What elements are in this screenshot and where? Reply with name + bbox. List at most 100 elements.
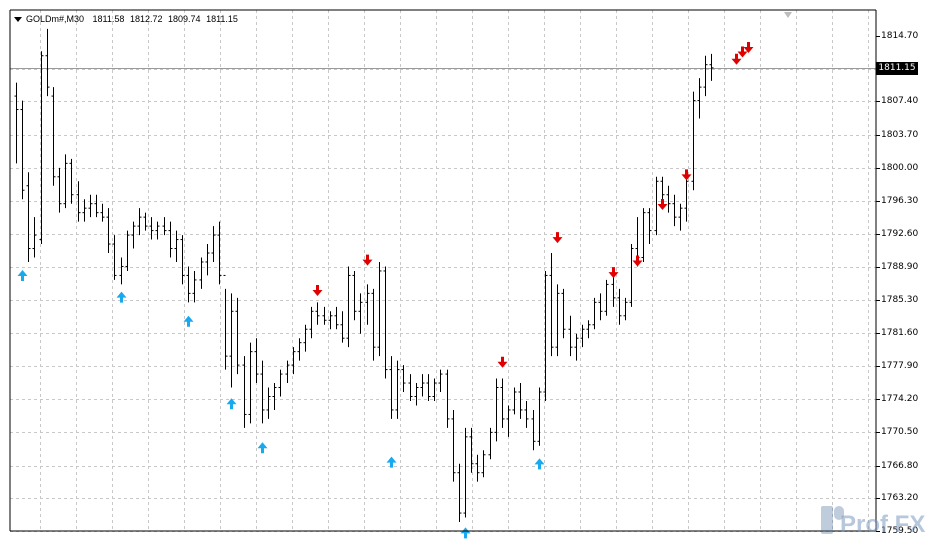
ohlc-bar <box>678 203 683 231</box>
grid <box>10 10 880 532</box>
ohlc-bar <box>654 176 659 236</box>
ohlc-bar <box>709 53 714 81</box>
ohlc-bar <box>641 208 646 262</box>
ohlc-bar <box>445 369 450 428</box>
ohlc-bar <box>26 172 31 262</box>
ohlc-bar <box>155 221 160 240</box>
ohlc-bar <box>346 266 351 348</box>
ohlc-bar <box>186 266 191 303</box>
ohlc-bar <box>592 297 597 330</box>
signal-arrows <box>17 42 754 539</box>
ohlc-bar <box>100 203 105 222</box>
ohlc-bar <box>604 279 609 316</box>
ohlc-bars <box>14 28 714 523</box>
watermark-logo: Prof FX <box>821 506 925 538</box>
ohlc-bar <box>488 427 493 460</box>
ohlc-bar <box>205 244 210 276</box>
price-tick-label: 1803.70 <box>881 129 919 140</box>
ohlc-bar <box>401 365 406 393</box>
buy-arrow-icon <box>460 527 471 539</box>
ohlc-bar <box>408 374 413 401</box>
ohlc-bar <box>555 284 560 357</box>
ohlc-bar <box>69 158 74 204</box>
ohlc-bar <box>340 311 345 343</box>
ohlc-bar <box>174 230 179 262</box>
ohlc-bar <box>568 315 573 357</box>
ohlc-bar <box>561 288 566 339</box>
ohlc-bar <box>420 374 425 397</box>
ohlc-bar <box>586 320 591 339</box>
ohlc-bar <box>684 172 689 222</box>
ohlc-bar <box>414 383 419 406</box>
ohlc-bar <box>57 167 62 213</box>
watermark-text: Prof FX <box>840 511 925 538</box>
price-tick-label: 1800.00 <box>881 162 919 173</box>
ohlc-bar <box>328 311 333 330</box>
ohlc-bar <box>76 181 81 222</box>
ohlc-bar <box>272 383 277 410</box>
ohlc-bar <box>703 55 708 97</box>
ohlc-bar <box>352 270 357 321</box>
ohlc-readout: 1811.58 1812.72 1809.74 1811.15 <box>93 14 241 24</box>
chart-header: GOLDm#,M30 1811.58 1812.72 1809.74 1811.… <box>14 14 241 24</box>
ohlc-bar <box>451 409 456 482</box>
ohlc-bar <box>463 427 468 518</box>
ohlc-bar <box>426 374 431 401</box>
ohlc-bar <box>432 378 437 401</box>
ohlc-bar <box>125 230 130 271</box>
ohlc-bar <box>14 82 19 164</box>
ohlc-bar <box>88 194 93 218</box>
ohlc-bar <box>506 405 511 437</box>
sell-arrow-icon <box>362 254 373 266</box>
ohlc-bar <box>217 221 222 285</box>
ohlc-bar <box>531 409 536 451</box>
price-tick-label: 1763.20 <box>881 492 919 503</box>
ohlc-bar <box>315 302 320 325</box>
ohlc-bar <box>691 91 696 191</box>
sell-arrow-icon <box>681 169 692 181</box>
ohlc-bar <box>303 324 308 352</box>
ohlc-bar <box>285 360 290 384</box>
sell-arrow-icon <box>731 53 742 65</box>
ohlc-bar <box>322 306 327 325</box>
ohlc-bar <box>254 338 259 384</box>
ohlc-bar <box>82 199 87 222</box>
price-tick-label: 1766.80 <box>881 460 919 471</box>
price-tick-label: 1770.50 <box>881 426 919 437</box>
current-price-label: 1811.15 <box>876 61 918 75</box>
ohlc-bar <box>235 297 240 375</box>
ohlc-bar <box>611 275 616 307</box>
ohlc-bar <box>112 235 117 280</box>
low-value: 1809.74 <box>168 14 201 24</box>
ohlc-bar <box>223 274 228 370</box>
ohlc-bar <box>211 226 216 262</box>
ohlc-bar <box>192 270 197 303</box>
symbol-label: GOLDm#,M30 <box>26 14 85 24</box>
ohlc-bar <box>297 338 302 361</box>
price-tick-label: 1759.50 <box>881 525 919 536</box>
ohlc-bar <box>537 387 542 446</box>
ohlc-bar <box>278 369 283 397</box>
buy-arrow-icon <box>534 458 545 470</box>
sell-arrow-icon <box>743 42 754 54</box>
sell-arrow-icon <box>497 356 508 368</box>
ohlc-bar <box>149 217 154 240</box>
ohlc-bar <box>143 212 148 231</box>
chart-shift-marker[interactable] <box>784 12 792 18</box>
ohlc-bar <box>549 253 554 357</box>
ohlc-bar <box>395 360 400 419</box>
ohlc-bar <box>199 257 204 289</box>
ohlc-bar <box>475 454 480 482</box>
chevron-down-icon[interactable] <box>14 17 22 23</box>
ohlc-bar <box>260 360 265 424</box>
ohlc-bar <box>574 333 579 361</box>
ohlc-bar <box>94 194 99 218</box>
ohlc-bar <box>371 288 376 361</box>
ohlc-bar <box>45 28 50 97</box>
ohlc-bar <box>457 463 462 523</box>
ohlc-bar <box>168 221 173 258</box>
ohlc-bar <box>32 217 37 258</box>
